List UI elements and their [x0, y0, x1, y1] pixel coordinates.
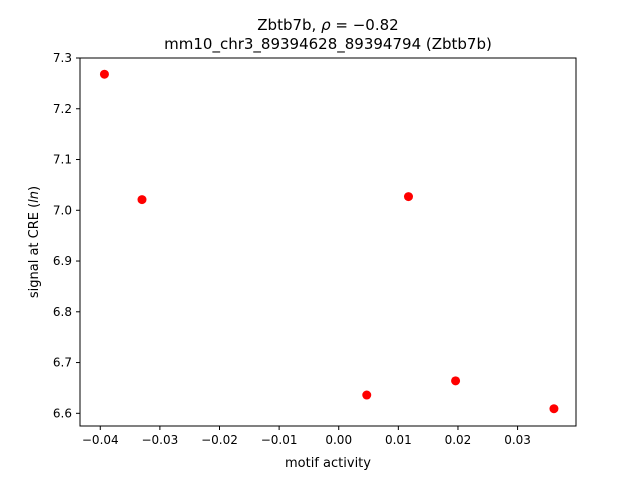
y-tick-label: 6.8: [53, 305, 72, 319]
data-point: [403, 192, 413, 202]
x-tick-label: −0.03: [141, 433, 178, 447]
x-tick-label: −0.02: [201, 433, 238, 447]
x-tick-label: 0.01: [385, 433, 412, 447]
data-point: [362, 390, 372, 400]
data-points: [99, 69, 559, 414]
y-tick-label: 6.6: [53, 406, 72, 420]
y-tick-label: 7.3: [53, 51, 72, 65]
data-point: [99, 69, 109, 79]
y-tick-label: 6.9: [53, 254, 72, 268]
data-point: [549, 404, 559, 414]
chart-title-line1: Zbtb7b, ρ = −0.82: [257, 16, 398, 34]
x-axis: −0.04 −0.03 −0.02 −0.01 0.00 0.01 0.02 0.03: [82, 426, 531, 447]
x-tick-label: 0.03: [504, 433, 531, 447]
chart-title-line2: mm10_chr3_89394628_89394794 (Zbtb7b): [164, 35, 492, 54]
x-axis-label: motif activity: [285, 456, 371, 471]
y-tick-label: 7.1: [53, 153, 72, 167]
x-tick-label: 0.02: [445, 433, 472, 447]
x-tick-label: −0.04: [82, 433, 119, 447]
y-tick-label: 7.2: [53, 102, 72, 116]
y-axis: 6.6 6.7 6.8 6.9 7.0 7.1 7.2 7.3: [53, 51, 80, 420]
x-tick-label: −0.01: [261, 433, 298, 447]
y-axis-label: signal at CRE (ln): [27, 186, 42, 298]
y-tick-label: 6.7: [53, 356, 72, 370]
x-tick-label: 0.00: [325, 433, 352, 447]
data-point: [137, 195, 147, 205]
y-tick-label: 7.0: [53, 203, 72, 217]
plot-frame: [79, 57, 577, 427]
data-point: [451, 376, 461, 386]
